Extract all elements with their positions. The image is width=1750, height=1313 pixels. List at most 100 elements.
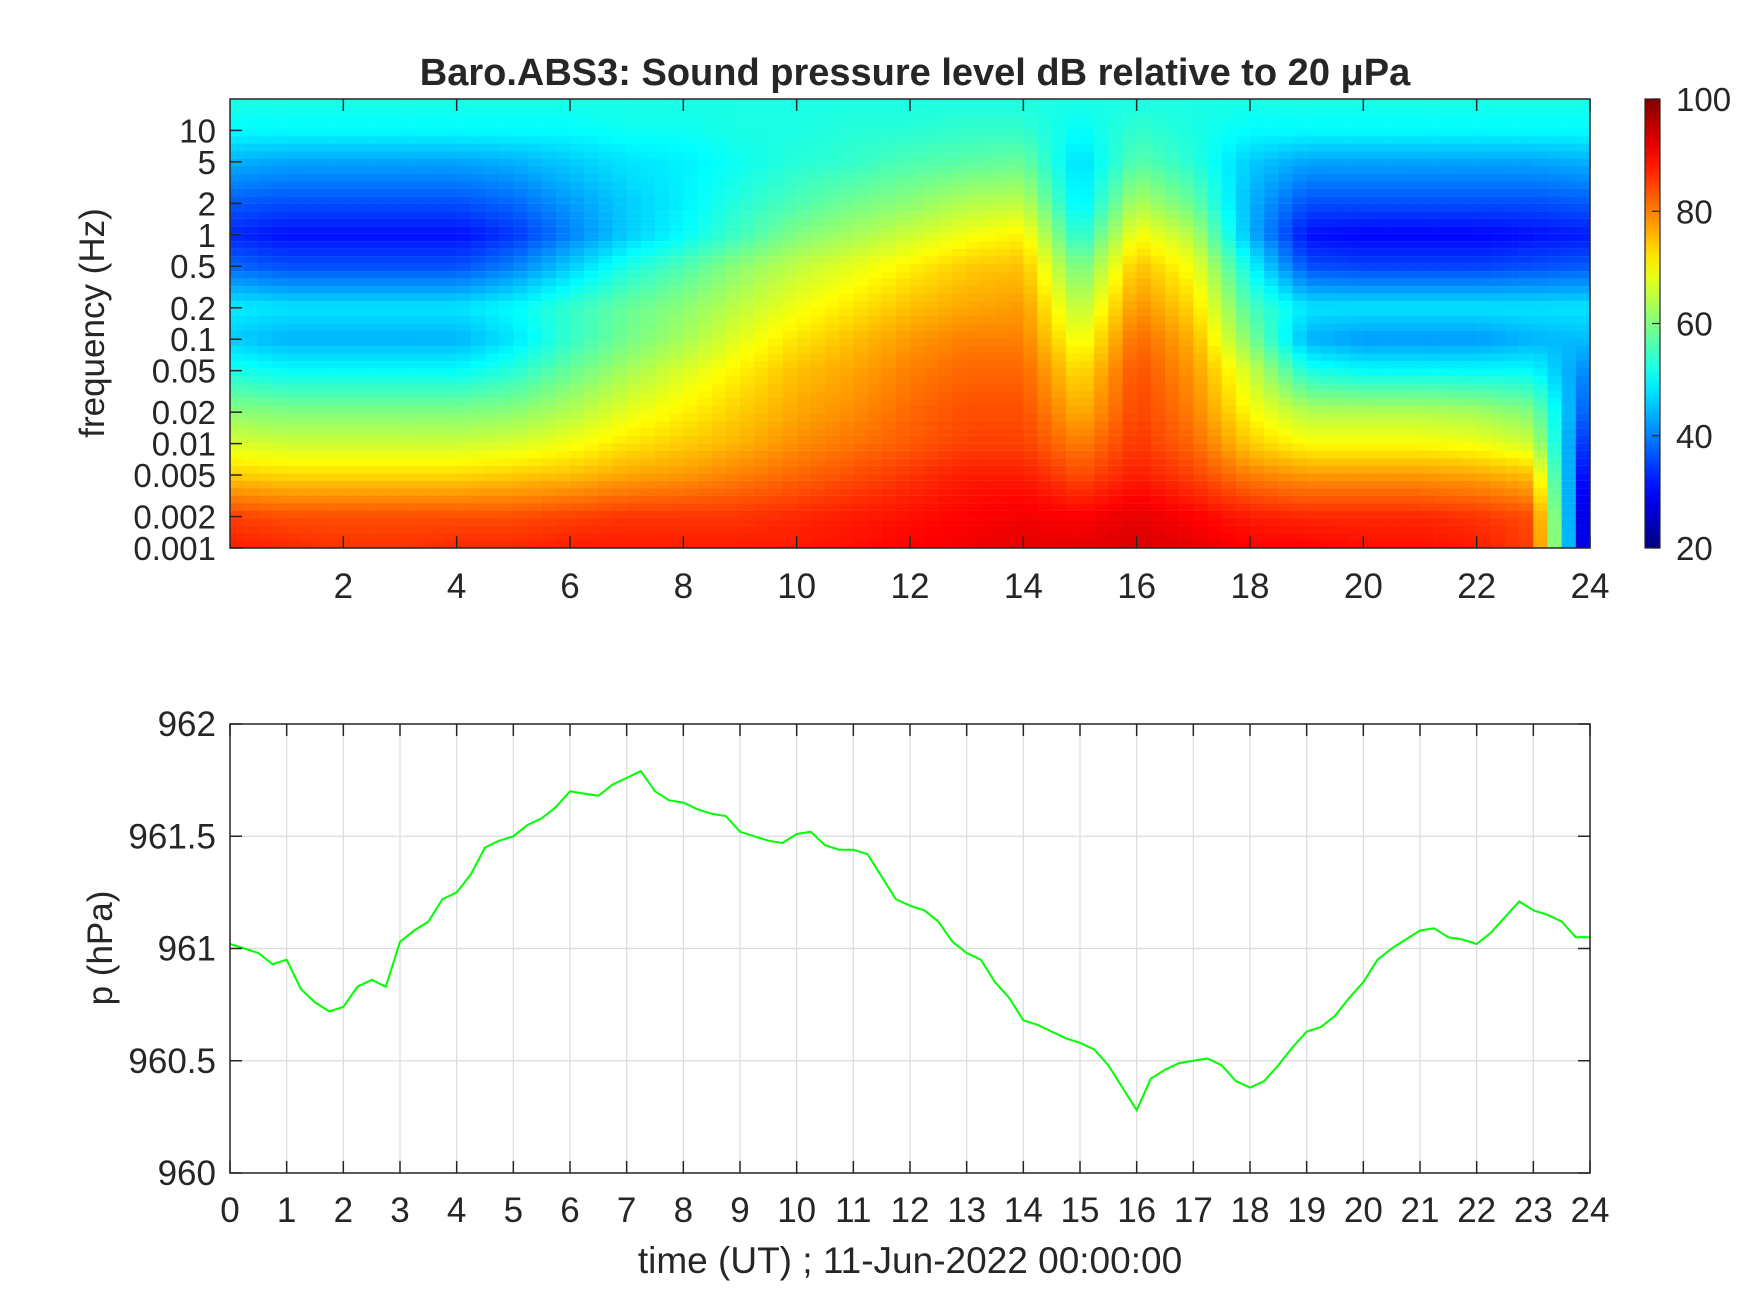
spectrogram-cell: [1476, 360, 1492, 369]
spectrogram-cell: [1108, 143, 1123, 152]
spectrogram-cell: [1547, 203, 1562, 212]
spectrogram-cell: [1150, 420, 1166, 429]
spectrogram-cell: [796, 405, 812, 414]
spectrogram-cell: [1264, 211, 1279, 219]
spectrogram-cell: [1221, 405, 1237, 414]
spectrogram-cell: [1278, 345, 1293, 354]
spectrogram-cell: [910, 188, 925, 197]
spectrogram-cell: [895, 353, 911, 362]
spectrogram-cell: [1448, 278, 1463, 287]
spectrogram-cell: [357, 465, 372, 474]
spectrogram-cell: [1306, 465, 1322, 474]
spectrogram-cell: [315, 211, 330, 219]
spectrogram-cell: [1051, 368, 1067, 377]
spectrogram-cell: [626, 323, 642, 332]
spectrogram-cell: [669, 106, 684, 115]
spectrogram-cell: [1349, 338, 1364, 347]
spectrogram-cell: [1094, 435, 1109, 444]
spectrogram-cell: [1320, 420, 1336, 429]
spectrogram-cell: [1165, 203, 1180, 212]
spectrogram-cell: [640, 353, 656, 362]
spectrogram-cell: [725, 203, 741, 212]
spectrogram-cell: [1023, 308, 1038, 317]
spectrogram-cell: [570, 428, 585, 436]
spectrogram-cell: [910, 121, 925, 130]
spectrogram-cell: [725, 330, 741, 339]
spectrogram-cell: [1108, 263, 1123, 272]
spectrogram-cell: [1179, 286, 1194, 294]
spectrogram-cell: [343, 316, 358, 324]
spectrogram-cell: [499, 450, 514, 459]
spectrogram-cell: [938, 99, 953, 107]
spectrogram-cell: [357, 301, 372, 309]
spectrogram-cell: [1235, 473, 1251, 481]
spectrogram-cell: [1505, 121, 1520, 130]
spectrogram-cell: [924, 473, 939, 481]
spectrogram-cell: [881, 338, 897, 347]
spectrogram-cell: [1150, 121, 1166, 130]
spectrogram-cell: [626, 128, 642, 137]
spectrogram-cell: [754, 413, 769, 421]
spectrogram-cell: [513, 330, 528, 339]
spectrogram-cell: [881, 458, 897, 466]
spectrogram-cell: [839, 465, 854, 474]
spectrogram-cell: [881, 143, 897, 152]
spectrogram-cell: [1009, 398, 1024, 406]
spectrogram-cell: [626, 413, 642, 421]
spectrogram-cell: [626, 375, 642, 384]
spectrogram-cell: [1448, 480, 1463, 489]
spectrogram-cell: [612, 330, 627, 339]
spectrogram-cell: [768, 323, 783, 332]
spectrogram-cell: [1335, 398, 1350, 406]
spectrogram-cell: [1009, 271, 1024, 279]
spectrogram-cell: [244, 248, 259, 257]
spectrogram-cell: [357, 345, 372, 354]
spectrogram-cell: [485, 188, 500, 197]
spectrogram-cell: [584, 398, 599, 406]
spectrogram-cell: [924, 233, 939, 242]
spectrogram-cell: [796, 173, 812, 182]
spectrogram-cell: [343, 443, 358, 451]
spectrogram-cell: [400, 263, 415, 272]
spectrogram-cell: [286, 128, 302, 137]
spectrogram-cell: [895, 458, 911, 466]
spectrogram-cell: [1136, 398, 1152, 406]
spectrogram-cell: [1575, 181, 1590, 189]
spectrogram-cell: [1037, 375, 1052, 384]
spectrogram-cell: [1505, 248, 1520, 257]
spectrogram-cell: [1250, 128, 1265, 137]
spectrogram-cell: [272, 316, 287, 324]
spectrogram-cell: [286, 428, 302, 436]
spectrogram-cell: [1320, 278, 1336, 287]
spectrogram-cell: [1235, 465, 1251, 474]
spectrogram-cell: [952, 136, 967, 145]
spectrogram-cell: [1108, 121, 1123, 130]
spectrogram-cell: [442, 143, 457, 152]
spectrogram-cell: [810, 330, 826, 339]
spectrogram-cell: [853, 226, 868, 234]
spectrogram-cell: [1363, 158, 1378, 167]
spectrogram-cell: [385, 383, 401, 391]
spectrogram-cell: [1065, 218, 1081, 227]
spectrogram-cell: [754, 143, 769, 152]
spectrogram-cell: [754, 428, 769, 436]
spectrogram-cell: [414, 345, 429, 354]
spectrogram-cell: [286, 196, 302, 204]
spectrogram-cell: [555, 106, 571, 115]
spectrogram-cell: [740, 465, 755, 474]
spectrogram-cell: [1165, 420, 1180, 429]
spectrogram-cell: [329, 151, 344, 160]
spectrogram-cell: [1434, 323, 1449, 332]
spectrogram-cell: [1391, 323, 1407, 332]
spectrogram-cell: [640, 241, 656, 249]
spectrogram-cell: [1547, 121, 1562, 130]
spectrogram-cell: [541, 383, 557, 391]
spectrogram-cell: [910, 458, 925, 466]
spectrogram-cell: [895, 158, 911, 167]
spectrogram-cell: [995, 121, 1010, 130]
spectrogram-cell: [598, 241, 613, 249]
spectrogram-cell: [1349, 271, 1364, 279]
spectrogram-cell: [612, 413, 627, 421]
spectrogram-cell: [669, 241, 684, 249]
spectrogram-cell: [1306, 458, 1322, 466]
